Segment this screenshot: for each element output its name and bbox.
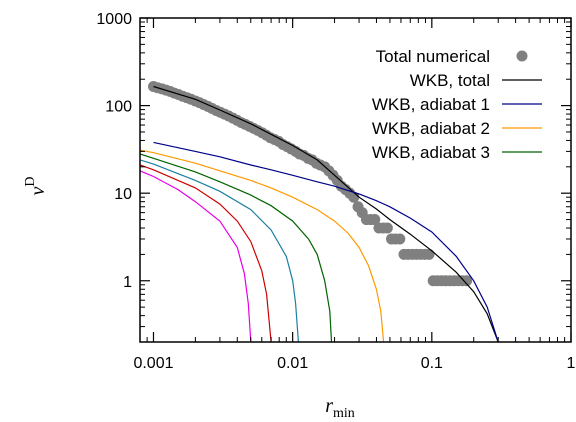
series-line-7: [140, 170, 252, 342]
data-point: [423, 248, 435, 260]
y-tick-label: 10: [114, 186, 132, 203]
legend-label: WKB, total: [410, 71, 490, 90]
legend-label: WKB, adiabat 1: [372, 95, 490, 114]
plot-series: [140, 81, 499, 342]
series-line-4: [140, 153, 333, 342]
y-tick-label: 1: [123, 274, 132, 291]
data-point: [381, 222, 393, 234]
legend-label: WKB, adiabat 3: [372, 143, 490, 162]
x-tick-label: 0.01: [277, 355, 308, 372]
y-axis-label: νD: [23, 176, 49, 195]
series-line-1: [153, 85, 499, 342]
data-point: [461, 275, 473, 287]
data-point: [394, 233, 406, 245]
data-point: [369, 214, 381, 226]
plot-frame: [139, 17, 572, 343]
y-tick-label: 1000: [96, 11, 132, 28]
series-line-3: [140, 149, 385, 342]
series-line-2: [153, 141, 499, 342]
y-axis-label-group: νD: [23, 176, 49, 195]
legend-marker: [516, 50, 528, 62]
x-tick-label: 1: [567, 355, 576, 372]
y-tick-label: 100: [105, 99, 132, 116]
axis-ticks: 0.001 0.01 0.1 1 1 10 100 1000: [96, 11, 575, 372]
x-axis-label: rmin: [325, 395, 355, 421]
legend-label: Total numerical: [376, 47, 490, 66]
x-tick-label: 0.001: [133, 355, 173, 372]
legend: Total numerical WKB, total WKB, adiabat 1 W…: [372, 47, 542, 162]
legend-label: WKB, adiabat 2: [372, 119, 490, 138]
series-line-6: [140, 164, 272, 342]
series-line-5: [140, 159, 299, 342]
x-tick-label: 0.1: [421, 355, 443, 372]
